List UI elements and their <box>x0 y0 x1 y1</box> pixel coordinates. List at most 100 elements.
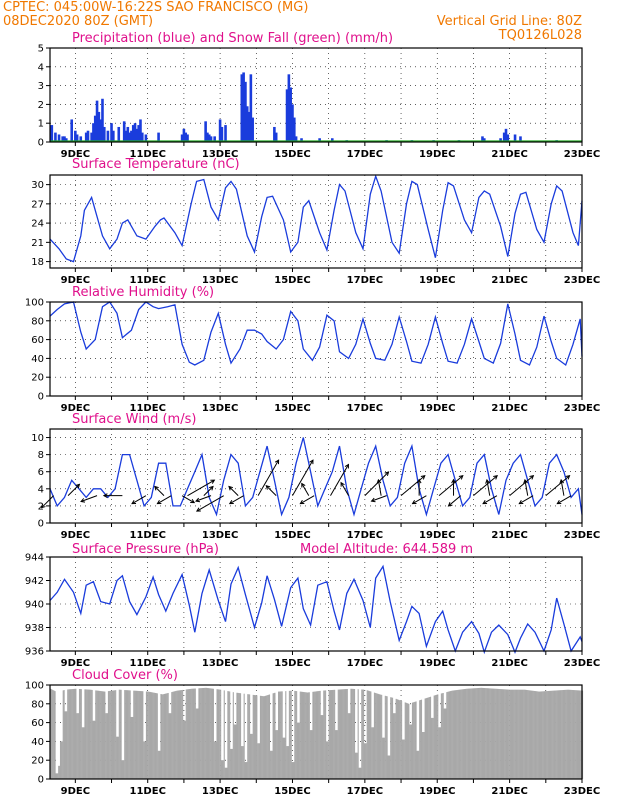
cloud-bar <box>131 716 133 779</box>
model-altitude-label: Model Altitude: 644.589 m <box>300 542 473 557</box>
cloud-bar <box>189 688 191 779</box>
cloud-bar <box>501 689 503 779</box>
cloud-bar <box>258 743 260 779</box>
cloud-bar <box>121 760 123 779</box>
cloud-bar <box>358 767 360 779</box>
cloud-bar <box>420 699 423 779</box>
cloud-bar <box>414 701 416 779</box>
cloud-bar <box>266 695 268 779</box>
temp-xtick-label: 11DEC <box>130 275 166 286</box>
cloud-bar <box>349 713 351 779</box>
wind-arrow-shaft <box>131 495 147 505</box>
cloud-bar <box>265 695 267 779</box>
cloud-bar <box>371 727 373 779</box>
press-ytick-label: 942 <box>25 576 44 587</box>
cloud-bar <box>157 750 159 779</box>
cloud-bar <box>83 727 85 779</box>
cloud-bar <box>354 688 356 779</box>
cloud-bar <box>378 694 380 779</box>
wind-arrow-shaft <box>377 479 382 496</box>
cloud-bar <box>140 691 142 779</box>
wind-arrow-shaft <box>154 486 165 497</box>
precip-bar <box>86 130 90 142</box>
cloud-bar <box>426 697 428 779</box>
temp-xtick-label: 19DEC <box>419 275 455 286</box>
cloud-bar <box>326 741 328 779</box>
cloud-bar <box>384 695 386 779</box>
cloud-bar <box>226 767 228 779</box>
wind-arrow-head <box>154 485 159 491</box>
cloud-bar <box>468 688 470 779</box>
cloud-bar <box>366 690 368 779</box>
wind-arrow-head <box>299 499 305 505</box>
cloud-bar <box>422 732 424 779</box>
cloud-bar <box>520 689 522 779</box>
cloud-xtick-label: 15DEC <box>274 786 310 797</box>
cloud-bar <box>154 692 156 779</box>
wind-arrow-shaft <box>41 495 54 509</box>
cloud-bar <box>311 730 313 779</box>
precip-bar <box>63 136 66 142</box>
cloud-bar <box>398 699 400 779</box>
cloud-bar <box>77 713 79 779</box>
cloud-bar <box>411 702 414 779</box>
precip-bar <box>130 130 133 142</box>
wind-arrow-shaft <box>300 495 315 505</box>
cloud-bar <box>107 691 110 779</box>
cloud-bar <box>156 693 158 779</box>
cloud-bar <box>506 689 509 779</box>
cloud-bar <box>198 688 200 779</box>
cloud-bar <box>522 689 524 779</box>
wind-arrow-shaft <box>203 486 214 497</box>
cloud-bar <box>97 690 100 779</box>
cloud-bar <box>382 737 385 779</box>
cloud-bar <box>297 722 300 779</box>
wind-xtick-label: 15DEC <box>274 530 310 541</box>
wind-series-line <box>49 437 583 517</box>
cloud-bar <box>419 700 421 779</box>
cloud-bar <box>474 688 476 779</box>
cloud-bar <box>373 692 376 779</box>
cloud-bar <box>243 693 245 779</box>
cloud-bar <box>306 692 309 779</box>
cloud-bar <box>546 691 548 779</box>
wind-arrow-head <box>228 485 233 491</box>
cloud-bar <box>145 691 148 779</box>
wind-arrow-head <box>102 493 108 499</box>
cloud-bar <box>314 691 316 779</box>
cloud-bar <box>390 697 392 779</box>
wind-arrow-head <box>40 503 46 509</box>
cloud-bar <box>219 689 221 779</box>
cloud-bar <box>300 691 302 779</box>
cloud-bar <box>338 689 340 779</box>
wind-arrow-head <box>274 459 280 465</box>
wind-arrow-head <box>210 479 216 484</box>
cloud-bar <box>196 708 198 779</box>
cloud-bar <box>173 691 175 779</box>
cloud-bar <box>490 688 492 779</box>
cloud-bar <box>447 691 449 779</box>
cloud-bar <box>96 690 98 779</box>
cloud-bar <box>289 690 291 779</box>
cloud-bar <box>553 690 556 779</box>
press-xtick-label: 19DEC <box>419 658 455 669</box>
precip-bar <box>97 111 101 142</box>
temp-ytick-label: 27 <box>31 199 44 210</box>
cloud-bar <box>94 720 96 779</box>
press-xtick-label: 13DEC <box>202 658 238 669</box>
cloud-bar <box>467 688 469 779</box>
cloud-bar <box>524 689 526 779</box>
cloud-bar <box>450 690 452 779</box>
wind-xtick-label: 11DEC <box>130 530 166 541</box>
cloud-bar <box>237 692 239 779</box>
precip-ytick-label: 3 <box>38 81 44 92</box>
precip-xtick-label: 23DEC <box>564 149 600 160</box>
press-xtick-label: 9DEC <box>61 658 90 669</box>
cloud-bar <box>240 693 242 779</box>
wind-arrow-shaft <box>509 475 534 497</box>
cloud-bar <box>558 690 560 779</box>
cloud-bar <box>408 703 410 779</box>
cloud-bar <box>166 693 168 779</box>
cloud-bar <box>428 697 430 779</box>
cloud-bar <box>275 730 277 779</box>
